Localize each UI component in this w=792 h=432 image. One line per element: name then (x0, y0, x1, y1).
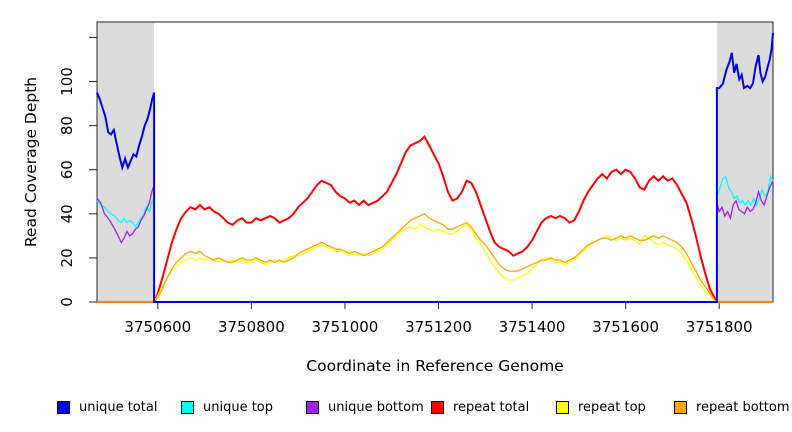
legend-swatch-icon (556, 400, 569, 414)
legend-label: repeat bottom (696, 399, 790, 415)
y-tick-label: 100 (58, 67, 76, 96)
legend-item-unique-total: unique total (57, 399, 157, 415)
legend-item-repeat-total: repeat total (431, 399, 529, 415)
y-tick-label: 20 (58, 248, 76, 267)
y-tick-label: 60 (58, 160, 76, 179)
x-tick-label: 3751800 (686, 318, 753, 336)
series-repeat-total (97, 134, 773, 303)
y-tick-label: 40 (58, 204, 76, 223)
chart-legend: unique total unique top unique bottom repea… (0, 399, 792, 421)
legend-label: repeat top (578, 399, 646, 415)
series-repeat-top (97, 224, 773, 303)
legend-item-unique-bottom: unique bottom (306, 399, 424, 415)
legend-swatch-icon (181, 400, 194, 414)
series-unique-total (96, 32, 774, 303)
shaded-region-right (716, 22, 773, 302)
legend-label: unique top (203, 399, 274, 415)
y-tick-label: 0 (58, 297, 76, 307)
plot-box (96, 21, 774, 303)
series-repeat-bottom (97, 213, 773, 303)
legend-swatch-icon (57, 400, 70, 414)
x-tick-label: 3751400 (499, 318, 566, 336)
series-unique-top (96, 174, 774, 303)
x-tick-label: 3751000 (312, 318, 379, 336)
x-tick-label: 3751200 (405, 318, 472, 336)
x-tick-label: 3750800 (218, 318, 285, 336)
legend-item-repeat-top: repeat top (556, 399, 646, 415)
y-tick-label: 80 (58, 116, 76, 135)
y-axis-title: Read Coverage Depth (22, 77, 40, 247)
x-tick-label: 3750600 (124, 318, 191, 336)
x-tick-label: 3751600 (592, 318, 659, 336)
legend-swatch-icon (674, 400, 687, 414)
legend-item-unique-top: unique top (181, 399, 273, 415)
legend-swatch-icon (431, 400, 444, 414)
legend-label: repeat total (453, 399, 530, 415)
series-unique-bottom (96, 180, 774, 303)
legend-label: unique bottom (328, 399, 424, 415)
legend-label: unique total (79, 399, 158, 415)
legend-swatch-icon (306, 400, 319, 414)
legend-item-repeat-bottom: repeat bottom (674, 399, 790, 415)
x-axis-title: Coordinate in Reference Genome (306, 357, 563, 375)
